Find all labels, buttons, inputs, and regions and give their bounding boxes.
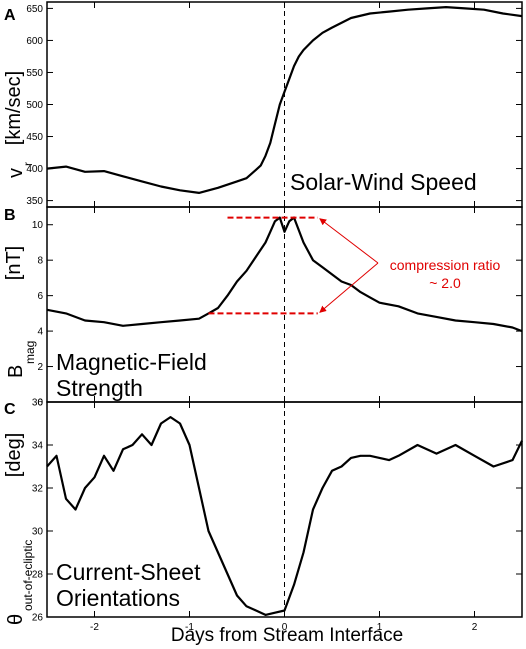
panel-a-ylabel-symbol: v r (5, 162, 35, 178)
panel-a-series-line (46, 5, 523, 194)
panel-b-ytick-label: 8 (37, 256, 43, 267)
panel-c-title-line2: Orientations (56, 585, 180, 611)
panel-a-ytick-label: 650 (26, 4, 43, 15)
panel-b-ytick-label: 4 (37, 327, 43, 338)
x-axis-label: Days from Stream Interface (171, 625, 403, 646)
xtick-label: -1 (185, 622, 194, 633)
panel-a-title: Solar-Wind Speed (290, 169, 477, 195)
panel-a-ytick-label: 400 (26, 164, 43, 175)
arrow-to-peak (319, 218, 379, 264)
panel-b-ylabel: [nT] (3, 246, 25, 280)
panel-a-ytick-label: 450 (26, 132, 43, 143)
panel-b-ylabel-unit: [nT] (3, 246, 25, 280)
panel-c-ytick-label: 34 (32, 441, 44, 452)
panel-c-letter: C (4, 401, 16, 418)
xtick-label: 2 (472, 622, 478, 633)
panel-b-title-line1: Magnetic-Field (56, 349, 207, 375)
panel-c-ylabel: [deg] (3, 433, 25, 477)
panel-a-ytick-label: 550 (26, 68, 43, 79)
panel-c-series-line (46, 416, 523, 617)
panel-b-ytick-label: 2 (37, 362, 43, 373)
panel-b-ylabel-sub: mag (23, 341, 37, 364)
plot-layer: 3504004505005506006500246810262830323436… (26, 1, 523, 633)
arrow-to-base (319, 262, 379, 313)
panel-c-ylabel-unit: [deg] (3, 433, 25, 477)
panel-b-ytick-label: 0 (37, 398, 43, 409)
panel-a-ylabel: [km/sec] (3, 71, 25, 145)
compression-ratio-label: compression ratio (390, 257, 501, 273)
panel-b-ytick-label: 6 (37, 291, 43, 302)
panel-c-ytick-label: 36 (32, 398, 44, 409)
panel-a-ylabel-var: v (5, 168, 27, 178)
xtick-label: -2 (90, 622, 99, 633)
panel-c-ylabel-var: θ (5, 614, 27, 625)
panel-b-ylabel-var: B (5, 365, 27, 378)
panel-c-ytick-label: 26 (32, 613, 44, 624)
panel-a-ytick-label: 500 (26, 100, 43, 111)
panel-a-ytick-label: 600 (26, 36, 43, 47)
panel-c-ytick-label: 32 (32, 484, 44, 495)
panel-a-letter: A (4, 7, 16, 24)
panel-c-title-line1: Current-Sheet (56, 559, 201, 585)
panel-c-ytick-label: 28 (32, 570, 44, 581)
panel-a-ylabel-sub: r (21, 162, 35, 166)
panel-a-ytick-label: 350 (26, 196, 43, 207)
panel-b-letter: B (4, 207, 16, 224)
panel-c-ylabel-symbol: θ out-of-ecliptic (5, 540, 35, 625)
panel-b-title-line2: Strength (56, 375, 143, 401)
panel-c-ylabel-sub: out-of-ecliptic (21, 540, 35, 611)
compression-ratio-value: ~ 2.0 (429, 275, 461, 291)
panel-b-ylabel-symbol: B mag (5, 341, 37, 378)
xtick-label: 0 (282, 622, 288, 633)
panel-b-ytick-label: 10 (32, 220, 44, 231)
panel-b-series-line (46, 216, 523, 333)
panel-c-ytick-label: 30 (32, 527, 44, 538)
xtick-label: 1 (377, 622, 383, 633)
panel-a-ylabel-unit: [km/sec] (3, 71, 25, 145)
